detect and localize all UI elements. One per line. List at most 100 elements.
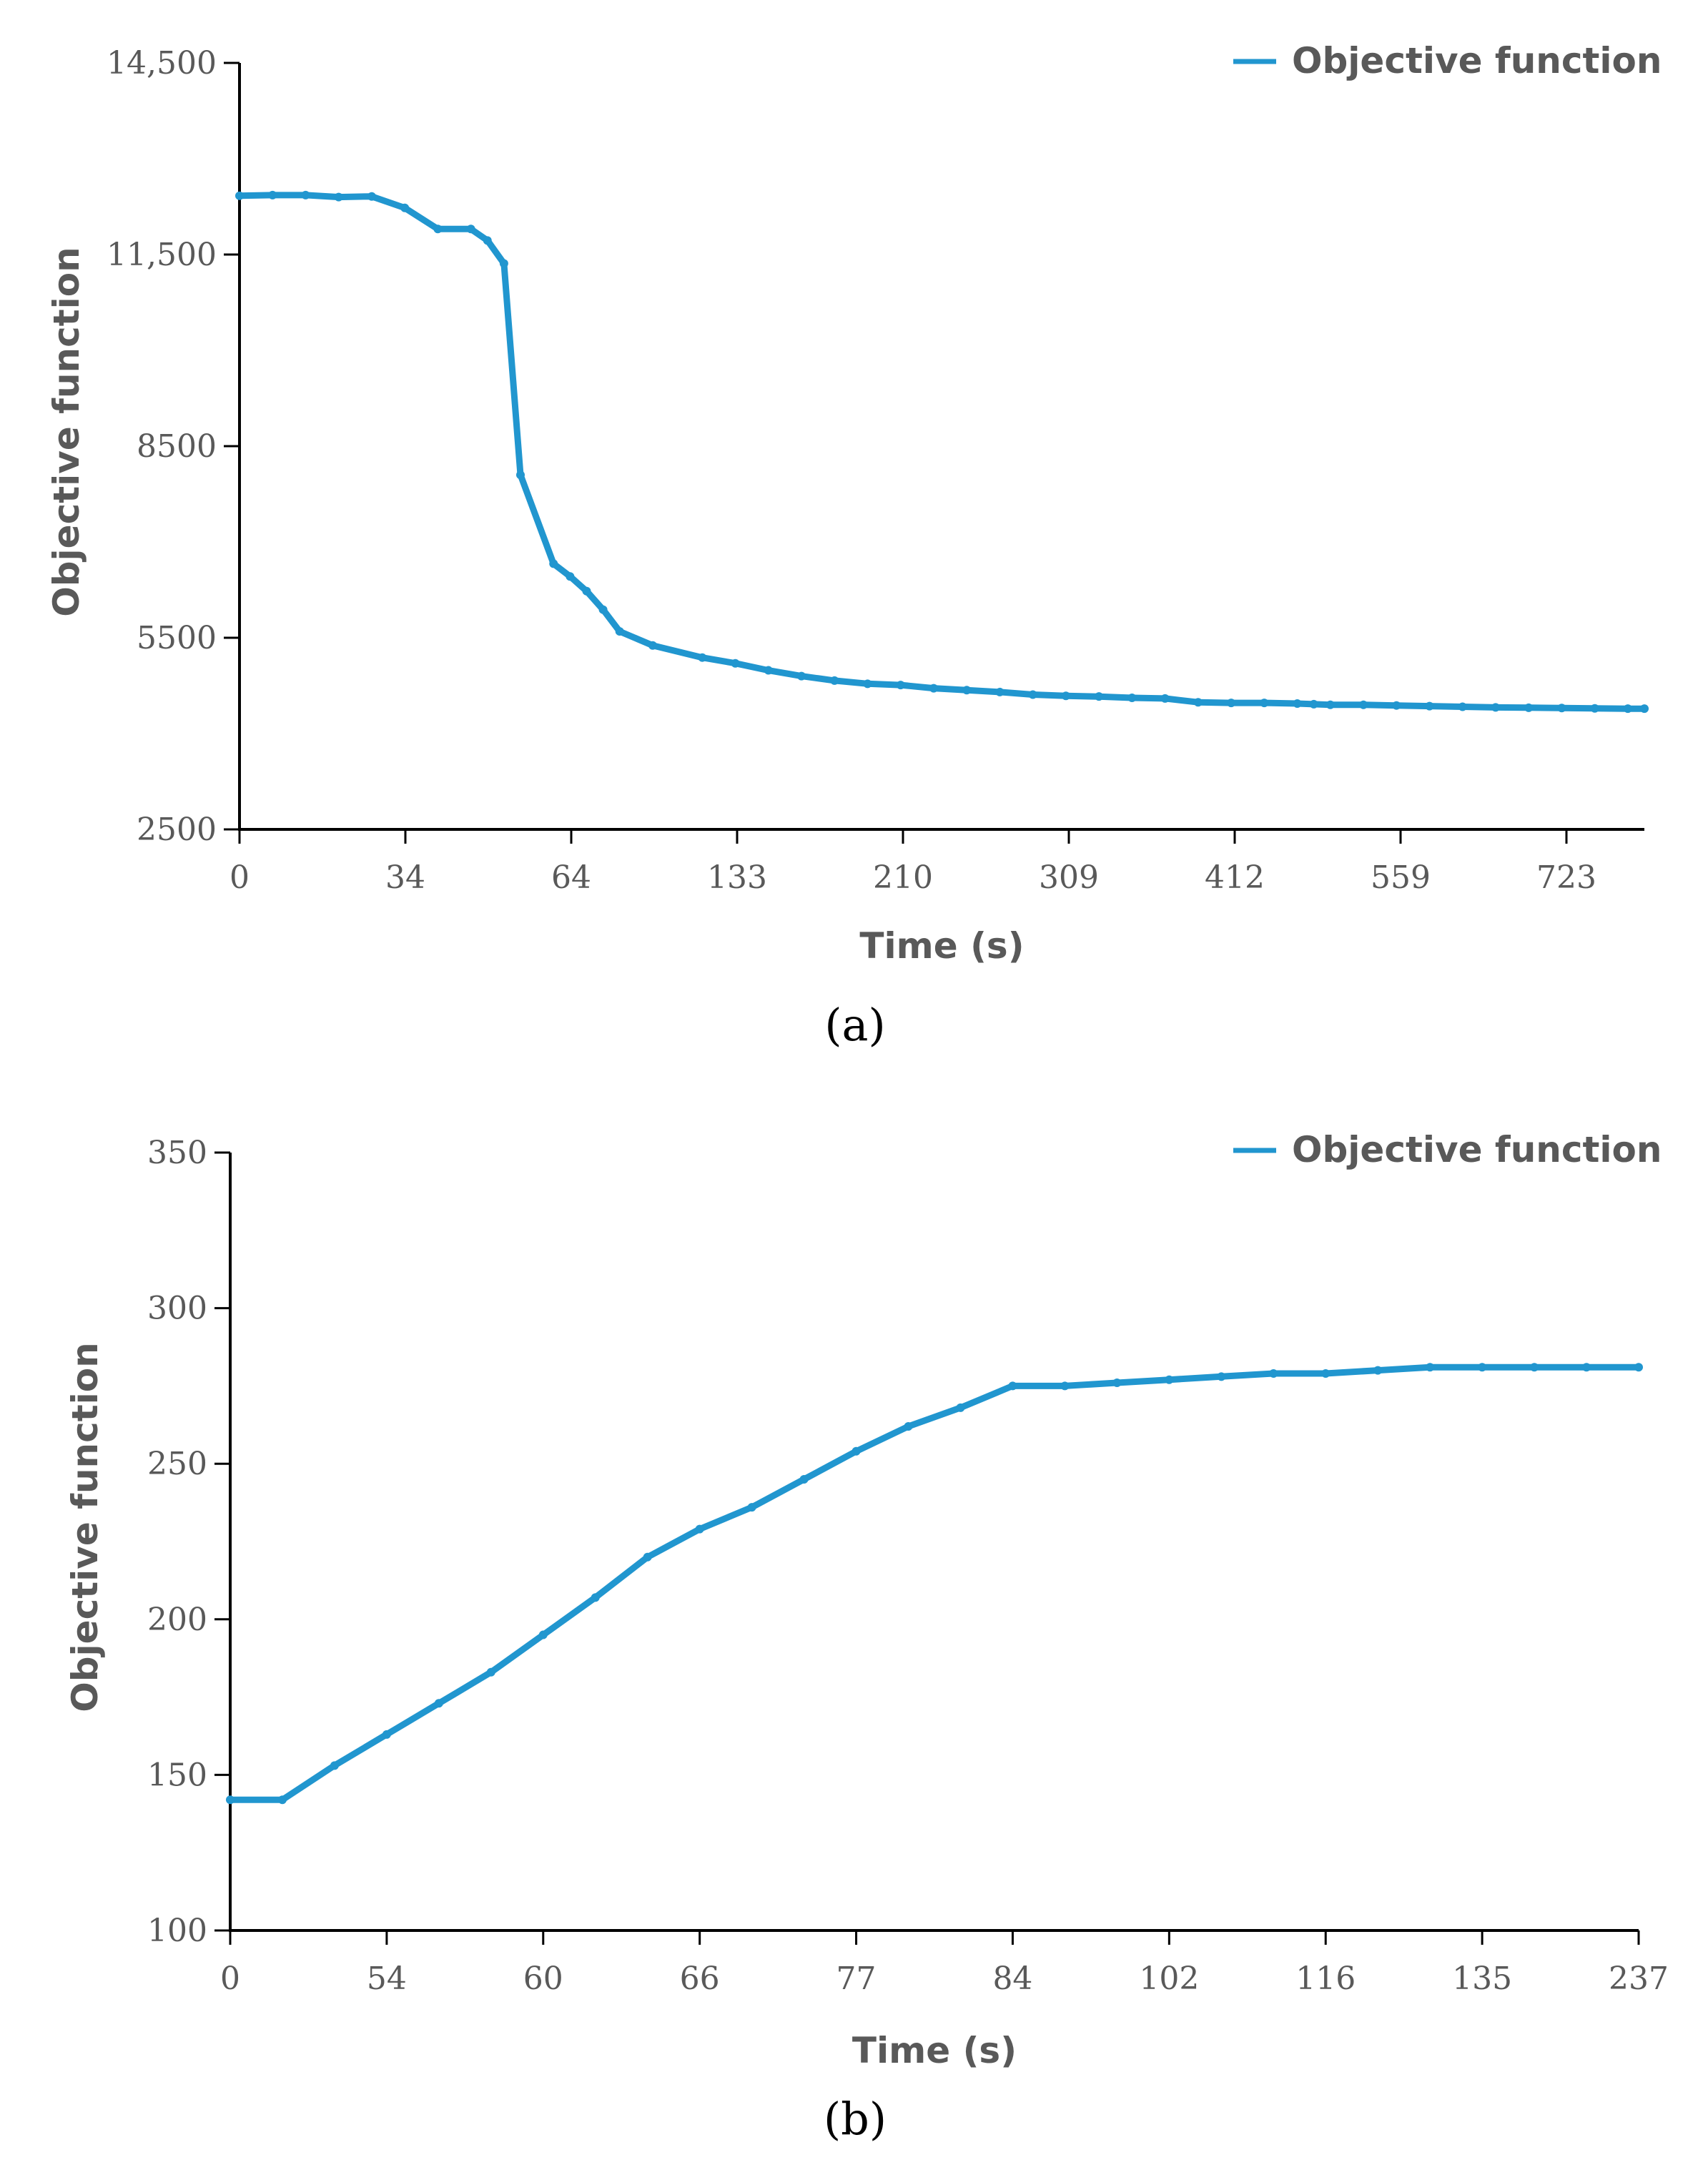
data-points	[235, 190, 1649, 714]
data-point	[434, 1699, 443, 1708]
data-point	[962, 686, 972, 695]
data-point	[1061, 691, 1070, 701]
data-point	[1392, 701, 1401, 710]
data-point	[797, 671, 806, 681]
data-point	[1293, 699, 1302, 709]
y-ticks: 2500 5500 8500 11,500 14,500	[107, 45, 240, 848]
data-point	[1623, 704, 1632, 714]
data-point	[1217, 1372, 1226, 1381]
data-point	[747, 1503, 756, 1512]
x-tick-label: 64	[551, 859, 591, 896]
data-point	[400, 203, 410, 212]
data-point	[1060, 1381, 1070, 1391]
data-point	[538, 1630, 548, 1639]
x-tick-label: 102	[1139, 1960, 1199, 1997]
data-point	[1478, 1363, 1487, 1372]
x-tick-label: 60	[523, 1960, 563, 1997]
data-point	[433, 225, 443, 234]
data-point	[330, 1761, 339, 1770]
data-point	[698, 653, 707, 662]
data-point	[1165, 1375, 1174, 1384]
data-point	[226, 1795, 235, 1805]
data-point	[956, 1403, 965, 1412]
chart-panel-b: 100 150 200 250 300 350 0 54 60 66 77 84 102 116 135 2…	[64, 1129, 1669, 2145]
data-point	[1359, 700, 1368, 709]
data-point	[1227, 699, 1236, 708]
panel-label-b: (b)	[824, 2093, 887, 2145]
y-tick-label: 150	[147, 1757, 207, 1793]
objective-function-series-line	[227, 1363, 1642, 1803]
data-point	[1127, 693, 1137, 702]
data-point	[1634, 1363, 1643, 1372]
data-point	[382, 1730, 391, 1739]
data-point	[929, 684, 938, 693]
data-point	[1524, 703, 1534, 712]
chart-panel-a: 2500 5500 8500 11,500 14,500 0 34 64 133 210 309 4…	[46, 40, 1662, 1051]
y-tick-label: 250	[147, 1446, 207, 1482]
data-point	[830, 676, 839, 685]
panel-label-a: (a)	[824, 999, 885, 1051]
data-point	[268, 190, 277, 199]
data-point	[1008, 1381, 1017, 1391]
data-point	[1028, 690, 1037, 699]
x-tick-label: 77	[836, 1960, 877, 1997]
data-point	[1426, 1363, 1435, 1372]
data-point	[1160, 694, 1170, 703]
data-point	[582, 586, 591, 596]
data-point	[904, 1421, 913, 1431]
data-point	[1458, 702, 1467, 711]
data-point	[1530, 1363, 1539, 1372]
x-tick-label: 210	[873, 859, 933, 896]
y-ticks: 100 150 200 250 300 350	[147, 1135, 230, 1949]
x-tick-label: 135	[1452, 1960, 1512, 1997]
x-axis-title: Time (s)	[852, 2030, 1017, 2071]
objective-function-series-line	[236, 192, 1648, 712]
y-axis-title: Objective function	[46, 247, 87, 617]
y-tick-label: 100	[147, 1913, 207, 1949]
y-tick-label: 14,500	[107, 45, 217, 82]
data-point	[334, 192, 343, 202]
x-tick-label: 723	[1536, 859, 1596, 896]
x-tick-label: 237	[1609, 1960, 1669, 1997]
data-point	[731, 659, 740, 668]
data-point	[486, 1667, 495, 1677]
data-point	[1309, 699, 1318, 709]
data-point	[1326, 700, 1335, 709]
x-tick-label: 412	[1205, 859, 1265, 896]
data-point	[863, 679, 872, 689]
data-point	[1640, 704, 1649, 714]
legend-label: Objective function	[1292, 1129, 1662, 1170]
data-point	[1425, 701, 1434, 711]
data-point	[1260, 699, 1269, 708]
data-point	[648, 641, 657, 650]
x-tick-label: 84	[992, 1960, 1032, 1997]
x-tick-label: 0	[220, 1960, 240, 1997]
legend-label: Objective function	[1292, 40, 1662, 82]
data-point	[1112, 1378, 1122, 1388]
x-tick-label: 559	[1371, 859, 1431, 896]
x-tick-label: 0	[229, 859, 250, 896]
data-point	[995, 687, 1004, 696]
x-tick-label: 309	[1039, 859, 1099, 896]
y-tick-label: 2500	[137, 812, 217, 848]
y-tick-label: 8500	[137, 428, 217, 465]
x-tick-label: 54	[367, 1960, 407, 1997]
x-tick-label: 66	[680, 1960, 720, 1997]
data-point	[1095, 692, 1104, 701]
data-point	[764, 666, 773, 675]
data-point	[466, 225, 475, 234]
x-tick-label: 34	[385, 859, 425, 896]
data-point	[799, 1474, 809, 1484]
y-axis-title: Objective function	[64, 1342, 106, 1712]
y-tick-label: 350	[147, 1135, 207, 1171]
data-points	[226, 1363, 1643, 1805]
data-point	[1269, 1368, 1278, 1378]
y-tick-label: 5500	[137, 620, 217, 656]
data-point	[235, 191, 244, 200]
data-point	[598, 605, 608, 614]
data-point	[1557, 704, 1566, 713]
data-point	[566, 572, 575, 581]
x-tick-label: 116	[1295, 1960, 1356, 1997]
data-point	[1491, 703, 1500, 712]
